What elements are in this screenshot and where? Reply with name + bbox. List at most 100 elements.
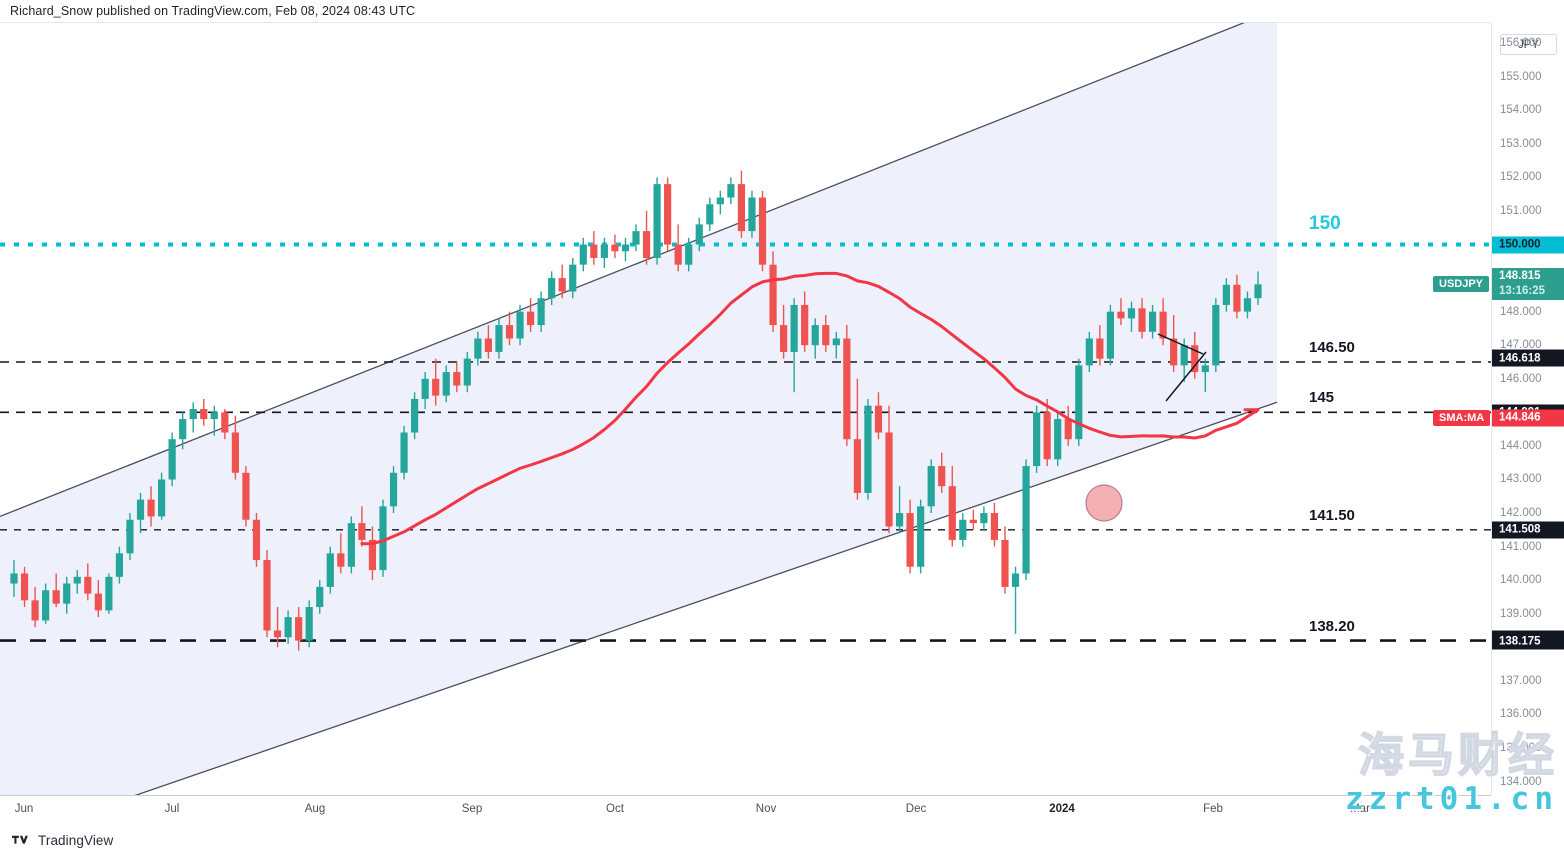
candle-body[interactable] <box>885 432 893 527</box>
candle-body[interactable] <box>484 338 493 352</box>
candle-body[interactable] <box>1054 419 1062 460</box>
candle-body[interactable] <box>779 325 788 352</box>
candle-body[interactable] <box>526 311 535 326</box>
candle-body[interactable] <box>737 184 746 232</box>
horizontal-level-lines[interactable] <box>0 242 1491 642</box>
candle-body[interactable] <box>990 513 999 540</box>
candle-body[interactable] <box>168 439 176 480</box>
candle-body[interactable] <box>558 278 566 292</box>
candle-body[interactable] <box>685 244 693 265</box>
candle-body[interactable] <box>505 325 514 339</box>
candle-body[interactable] <box>379 506 387 571</box>
candle-body[interactable] <box>73 576 81 584</box>
candlestick-series[interactable] <box>10 170 1262 651</box>
candle-body[interactable] <box>63 583 71 604</box>
candle-body[interactable] <box>1191 345 1199 373</box>
candle-body[interactable] <box>84 576 92 594</box>
candle-body[interactable] <box>1212 304 1220 366</box>
candle-body[interactable] <box>495 325 503 352</box>
candle-body[interactable] <box>621 244 630 252</box>
candle-body[interactable] <box>790 304 798 352</box>
candle-body[interactable] <box>969 519 977 524</box>
candle-body[interactable] <box>442 372 450 396</box>
candle-body[interactable] <box>326 553 334 587</box>
candle-body[interactable] <box>347 523 355 567</box>
candle-body[interactable] <box>706 204 714 225</box>
price-axis[interactable]: JPY 156.000 155.000 154.000 153.000 152.000 1… <box>1491 23 1564 795</box>
candle-body[interactable] <box>917 506 925 567</box>
candle-body[interactable] <box>758 197 767 265</box>
candle-body[interactable] <box>727 184 735 198</box>
candle-body[interactable] <box>1170 338 1178 366</box>
candle-body[interactable] <box>664 184 672 245</box>
candle-body[interactable] <box>252 519 261 561</box>
candle-body[interactable] <box>284 617 292 638</box>
candle-body[interactable] <box>600 244 608 258</box>
candle-body[interactable] <box>1159 311 1167 339</box>
candle-body[interactable] <box>1033 412 1041 467</box>
candle-body[interactable] <box>421 378 429 399</box>
candle-body[interactable] <box>157 479 166 517</box>
wedge-trendlines-annotation[interactable] <box>1157 333 1207 402</box>
candle-body[interactable] <box>959 519 967 540</box>
candle-body[interactable] <box>179 419 187 440</box>
candle-body[interactable] <box>1043 412 1051 460</box>
candle-body[interactable] <box>115 553 124 577</box>
series-pill-usdjpy[interactable]: USDJPY <box>1433 276 1490 293</box>
candle-body[interactable] <box>843 338 851 440</box>
candle-body[interactable] <box>1106 311 1115 359</box>
candle-body[interactable] <box>1254 284 1262 299</box>
candle-body[interactable] <box>474 338 482 359</box>
candle-body[interactable] <box>674 244 682 265</box>
candle-body[interactable] <box>801 304 809 346</box>
candle-body[interactable] <box>1138 308 1146 332</box>
candle-body[interactable] <box>1148 311 1157 332</box>
candle-body[interactable] <box>263 560 271 631</box>
candle-body[interactable] <box>42 590 50 621</box>
candle-body[interactable] <box>305 607 313 641</box>
candle-body[interactable] <box>10 573 18 584</box>
candle-body[interactable] <box>453 372 461 386</box>
candle-body[interactable] <box>1001 539 1009 587</box>
candle-body[interactable] <box>864 405 872 493</box>
candle-body[interactable] <box>400 432 408 473</box>
candle-body[interactable] <box>1243 298 1252 312</box>
candle-body[interactable] <box>516 311 524 339</box>
candle-body[interactable] <box>611 244 619 252</box>
candle-body[interactable] <box>273 630 282 638</box>
candle-body[interactable] <box>295 617 303 641</box>
candle-body[interactable] <box>769 264 777 326</box>
candle-body[interactable] <box>822 325 830 346</box>
chart-pane[interactable] <box>0 23 1491 795</box>
candle-body[interactable] <box>980 513 988 524</box>
candle-body[interactable] <box>927 466 935 507</box>
candle-body[interactable] <box>316 586 324 608</box>
candle-body[interactable] <box>1117 311 1125 319</box>
candle-body[interactable] <box>716 197 724 205</box>
candle-body[interactable] <box>1233 284 1241 312</box>
candle-body[interactable] <box>242 472 250 520</box>
candle-body[interactable] <box>632 231 640 245</box>
candle-body[interactable] <box>463 358 471 386</box>
currency-badge[interactable]: JPY <box>1500 34 1557 55</box>
candle-body[interactable] <box>874 405 883 433</box>
candle-body[interactable] <box>569 264 577 292</box>
candle-body[interactable] <box>1096 338 1104 359</box>
candle-body[interactable] <box>20 573 29 601</box>
candle-body[interactable] <box>231 432 239 473</box>
candle-body[interactable] <box>590 244 598 258</box>
candle-body[interactable] <box>1022 466 1030 574</box>
candle-body[interactable] <box>432 378 440 396</box>
candle-body[interactable] <box>748 197 756 232</box>
candle-body[interactable] <box>853 439 861 493</box>
candle-body[interactable] <box>1222 284 1230 305</box>
candle-body[interactable] <box>1064 419 1072 440</box>
series-pill-sma-ma[interactable]: SMA:MA <box>1433 409 1491 426</box>
candle-body[interactable] <box>811 325 819 346</box>
candle-body[interactable] <box>94 593 102 611</box>
candle-body[interactable] <box>1127 308 1136 319</box>
time-axis[interactable]: Jun Jul Aug Sep Oct Nov Dec 2024 Feb Mar <box>0 795 1491 823</box>
candle-body[interactable] <box>695 224 703 245</box>
candle-body[interactable] <box>411 398 419 433</box>
candle-body[interactable] <box>1180 345 1188 366</box>
